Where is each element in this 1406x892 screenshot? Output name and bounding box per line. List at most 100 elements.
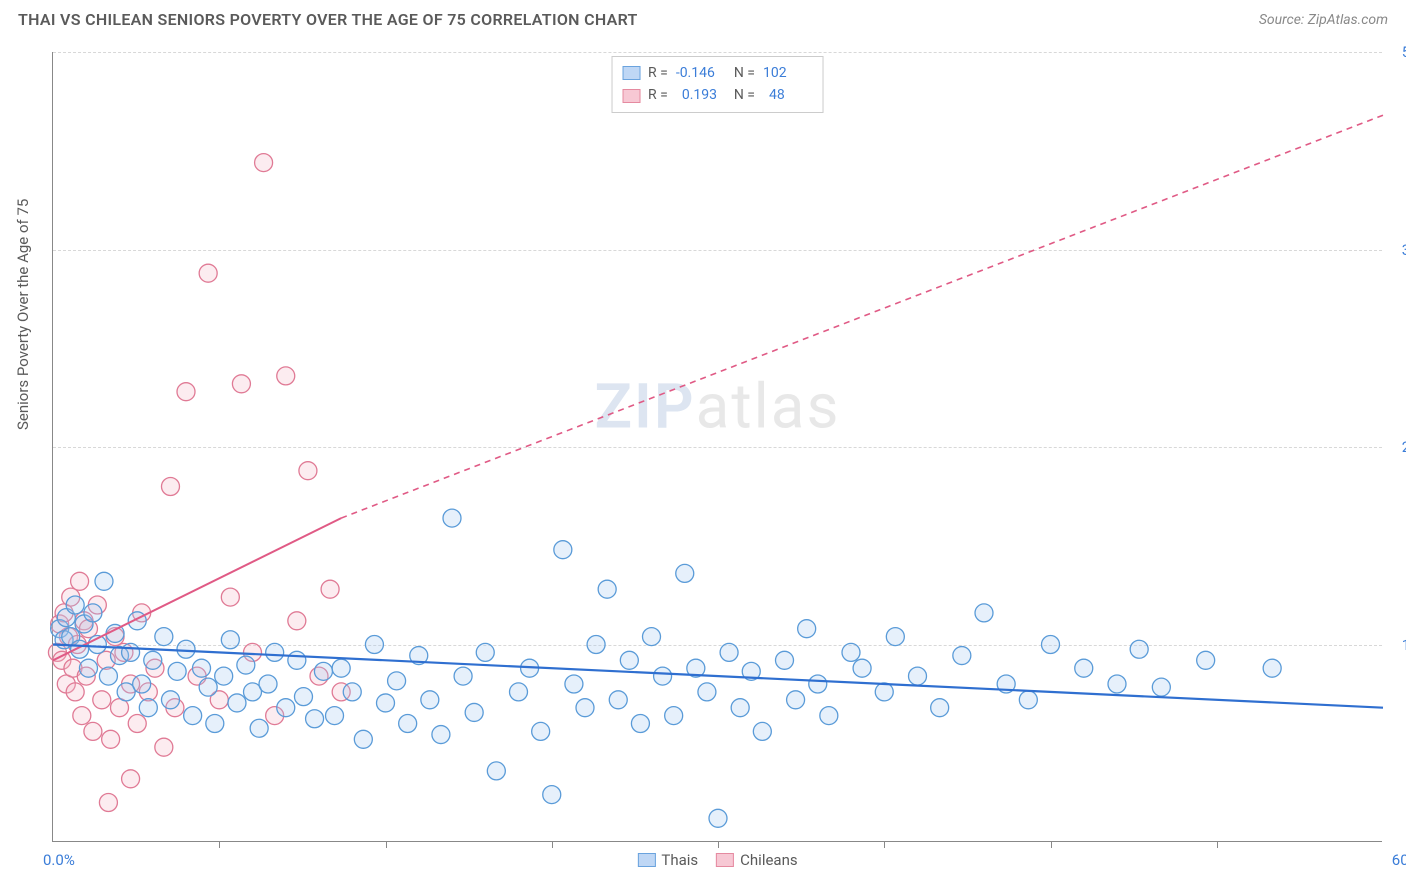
stats-legend-row: R = 0.193 N = 48 [622,84,813,106]
swatch-thais [622,66,640,80]
x-tick [1051,841,1052,848]
n-value-chileans: 48 [763,84,813,106]
r-label: R = [648,84,668,106]
data-point [798,620,816,638]
data-point [66,683,84,701]
series-legend: Thais Chileans [637,851,797,869]
y-tick-label: 37.5% [1387,241,1406,259]
data-point [266,643,284,661]
swatch-chileans [716,853,734,867]
data-point [676,564,694,582]
data-point [698,683,716,701]
data-point [277,699,295,717]
y-axis-label: Seniors Poverty Over the Age of 75 [14,199,32,430]
data-point [139,699,157,717]
data-point [237,656,255,674]
data-point [853,659,871,677]
y-tick-label: 12.5% [1387,636,1406,654]
data-point [554,541,572,559]
data-point [1152,678,1170,696]
chart-title: THAI VS CHILEAN SENIORS POVERTY OVER THE… [18,10,638,29]
data-point [654,667,672,685]
y-tick-label: 50.0% [1387,43,1406,61]
data-point [1108,675,1126,693]
data-point [99,794,117,812]
r-value-chileans: 0.193 [676,84,726,106]
data-point [71,572,89,590]
data-point [365,636,383,654]
x-tick [552,841,553,848]
data-point [122,770,140,788]
data-point [321,580,339,598]
trend-line [53,518,341,660]
x-tick [884,841,885,848]
data-point [288,651,306,669]
legend-label-thais: Thais [661,851,698,869]
data-point [931,699,949,717]
data-point [487,762,505,780]
data-point [532,722,550,740]
r-label: R = [648,62,668,84]
data-point [99,667,117,685]
data-point [709,809,727,827]
data-point [79,659,97,677]
data-point [609,691,627,709]
data-point [399,715,417,733]
data-point [875,683,893,701]
data-point [177,383,195,401]
x-tick [718,841,719,848]
data-point [102,730,120,748]
data-point [215,667,233,685]
data-point [1130,640,1148,658]
data-point [1075,659,1093,677]
n-value-thais: 102 [763,62,813,84]
data-point [299,462,317,480]
data-point [620,651,638,669]
data-point [277,367,295,385]
data-point [975,604,993,622]
data-point [443,509,461,527]
data-point [720,643,738,661]
data-point [1042,636,1060,654]
data-point [576,699,594,717]
data-point [177,640,195,658]
data-point [587,636,605,654]
data-point [354,730,372,748]
n-label: N = [734,84,755,106]
data-point [95,572,113,590]
trend-line-extrapolated [341,115,1383,518]
r-value-thais: -0.146 [676,62,726,84]
data-point [598,580,616,598]
data-point [288,612,306,630]
legend-label-chileans: Chileans [740,851,797,869]
data-point [842,643,860,661]
data-point [193,659,211,677]
data-point [421,691,439,709]
stats-legend: R = -0.146 N = 102 R = 0.193 N = 48 [611,56,824,113]
n-label: N = [734,62,755,84]
data-point [122,643,140,661]
data-point [161,478,179,496]
data-point [259,675,277,693]
data-point [388,672,406,690]
data-point [510,683,528,701]
x-axis-origin: 0.0% [43,851,75,869]
data-point [565,675,583,693]
data-point [155,738,173,756]
data-point [465,703,483,721]
data-point [84,604,102,622]
data-point [144,651,162,669]
data-point [161,691,179,709]
data-point [250,719,268,737]
data-point [1197,651,1215,669]
data-point [93,691,111,709]
swatch-chileans [622,89,640,103]
x-axis-end: 60.0% [1392,851,1406,869]
data-point [377,694,395,712]
plot-area: R = -0.146 N = 102 R = 0.193 N = 48 ZIPa… [52,52,1382,842]
data-point [84,722,102,740]
data-point [294,688,312,706]
data-point [820,707,838,725]
data-point [432,726,450,744]
data-point [809,675,827,693]
